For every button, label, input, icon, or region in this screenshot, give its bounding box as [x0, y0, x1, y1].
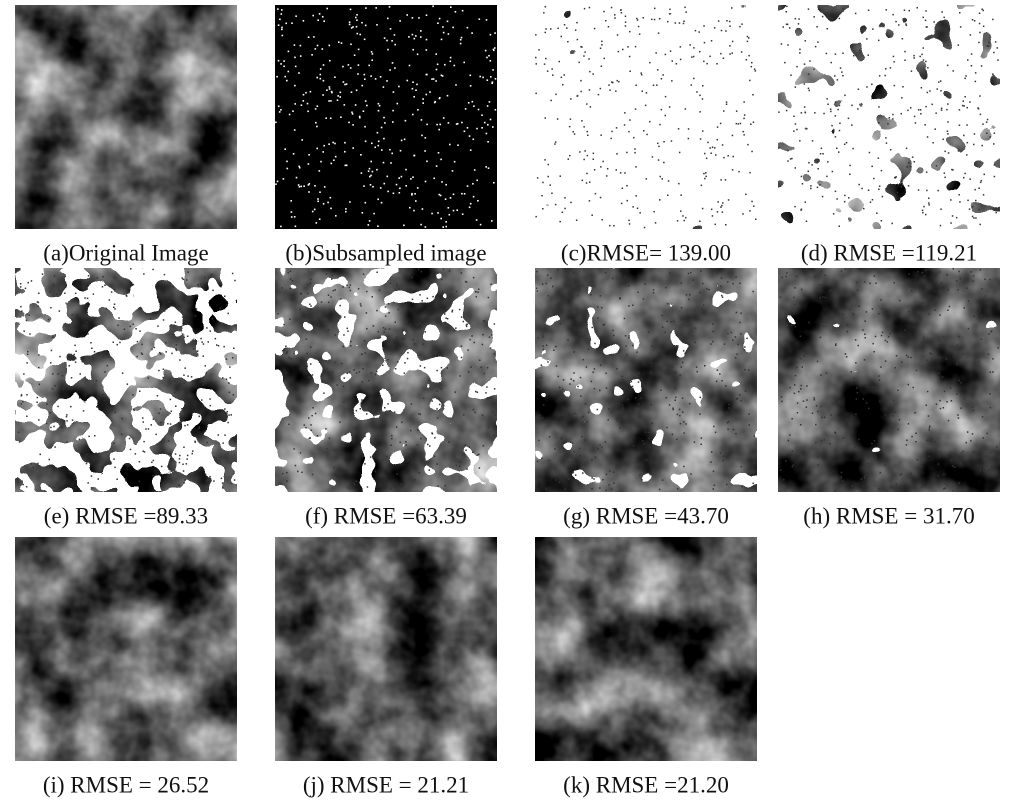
panel: (f) RMSE =63.39	[275, 268, 497, 528]
reconstructed-image	[535, 5, 757, 229]
caption: (d) RMSE =119.21	[801, 240, 977, 265]
reconstructed-image	[535, 268, 757, 492]
panel: (g) RMSE =43.70	[535, 268, 757, 528]
reconstructed-image	[275, 537, 497, 761]
caption: (k) RMSE =21.20	[563, 772, 729, 797]
panel: (k) RMSE =21.20	[535, 537, 757, 797]
subsampled-image	[275, 5, 497, 229]
caption: (g) RMSE =43.70	[563, 503, 729, 528]
caption: (a)Original Image	[43, 240, 208, 265]
caption: (f) RMSE =63.39	[305, 503, 467, 528]
caption: (h) RMSE = 31.70	[803, 503, 974, 528]
reconstructed-image	[15, 268, 237, 492]
reconstructed-image	[15, 537, 237, 761]
caption: (c)RMSE= 139.00	[561, 240, 731, 265]
reconstructed-image	[778, 268, 1000, 492]
panel: (c)RMSE= 139.00	[535, 5, 757, 265]
panel: (e) RMSE =89.33	[15, 268, 237, 528]
caption: (b)Subsampled image	[285, 240, 486, 265]
panel: (j) RMSE = 21.21	[275, 537, 497, 797]
reconstructed-image	[275, 268, 497, 492]
caption: (j) RMSE = 21.21	[303, 772, 469, 797]
panel: (b)Subsampled image	[275, 5, 497, 265]
caption: (i) RMSE = 26.52	[43, 772, 209, 797]
panel: (i) RMSE = 26.52	[15, 537, 237, 797]
reconstructed-image	[15, 5, 237, 229]
panel: (d) RMSE =119.21	[778, 5, 1000, 265]
caption: (e) RMSE =89.33	[44, 503, 208, 528]
reconstructed-image	[535, 537, 757, 761]
panel: (h) RMSE = 31.70	[778, 268, 1000, 528]
panel: (a)Original Image	[15, 5, 237, 265]
figure: (a)Original Image (b)Subsampled image (c)R…	[0, 0, 1025, 800]
